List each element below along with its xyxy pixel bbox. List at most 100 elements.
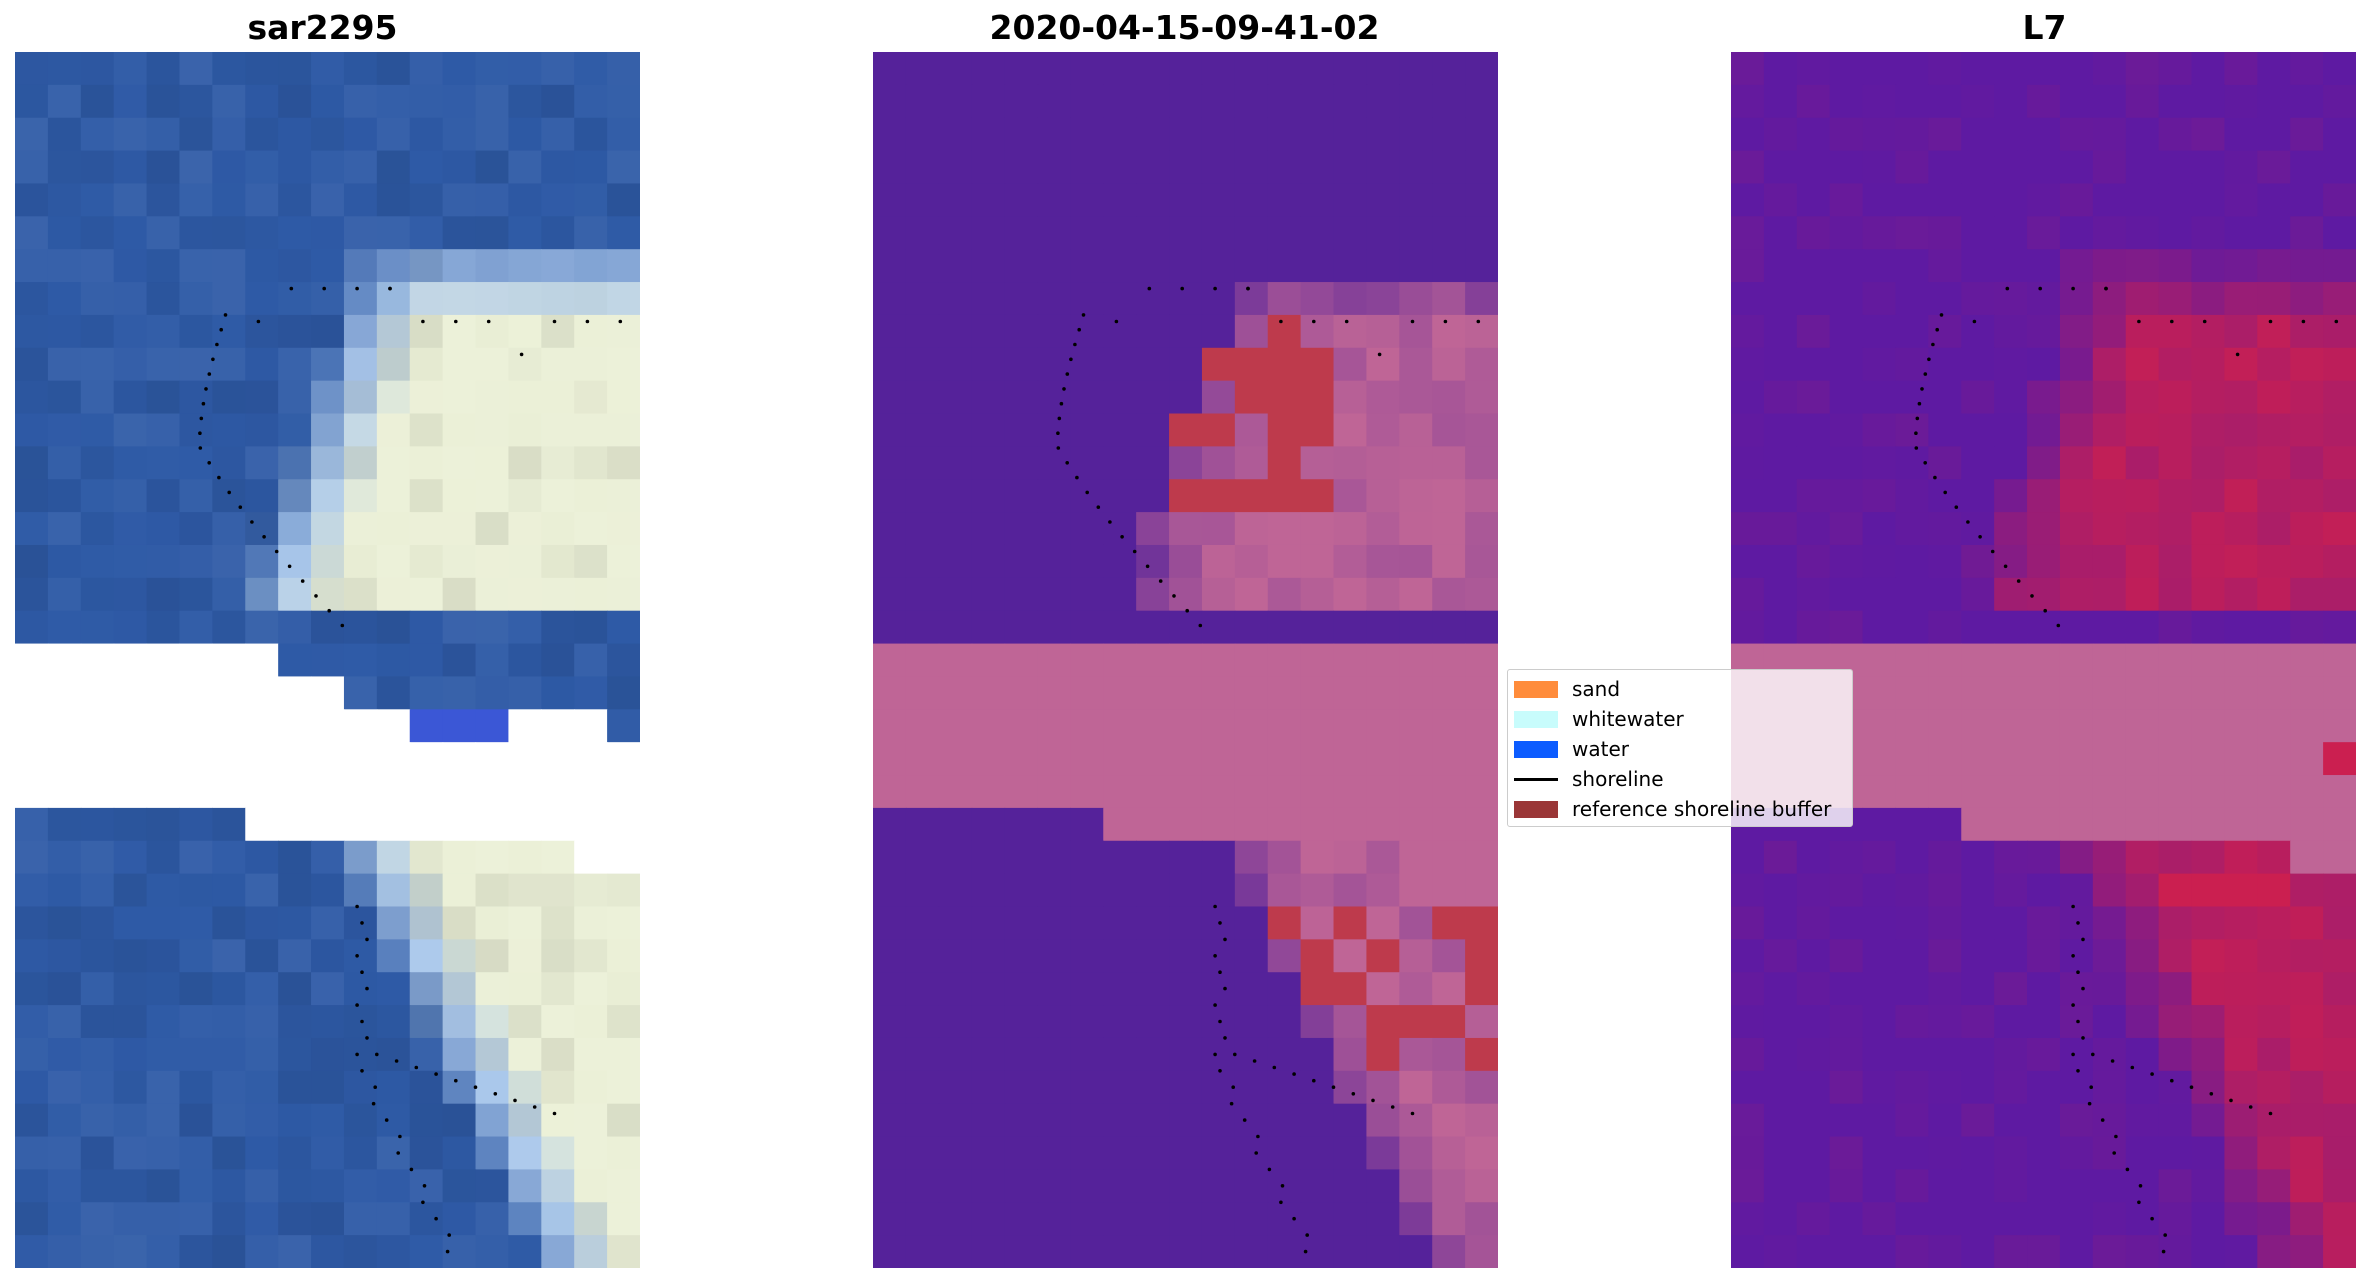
pixel-cell (2125, 577, 2160, 612)
pixel-cell (1070, 314, 1104, 349)
pixel-cell (343, 807, 378, 842)
pixel-cell (971, 775, 1006, 809)
shoreline-point (486, 319, 491, 324)
shoreline-point (1223, 937, 1227, 942)
pixel-cell (971, 512, 1006, 546)
pixel-cell (1300, 1070, 1335, 1105)
pixel-cell (376, 742, 411, 776)
shoreline-point (1218, 1069, 1222, 1073)
shoreline-point (1057, 416, 1062, 421)
pixel-cell (1201, 1202, 1236, 1236)
pixel-cell (1366, 347, 1400, 382)
pixel-cell (1366, 906, 1400, 940)
pixel-cell (1333, 479, 1368, 513)
pixel-cell (1004, 479, 1039, 513)
pixel-cell (2092, 643, 2127, 678)
pixel-cell (873, 1136, 907, 1170)
pixel-cell (1333, 282, 1368, 316)
pixel-cell (2191, 282, 2226, 316)
pixel-cell (2257, 282, 2291, 316)
pixel-cell (1928, 1037, 1962, 1072)
pixel-cell (409, 643, 444, 678)
pixel-cell (2092, 1037, 2127, 1072)
pixel-cell (2323, 742, 2356, 776)
shoreline-point (365, 986, 369, 991)
pixel-cell (212, 117, 246, 152)
pixel-cell (376, 183, 411, 217)
pixel-cell (47, 150, 82, 185)
pixel-cell (113, 1070, 148, 1105)
shoreline-point (2130, 1065, 2135, 1070)
shoreline-point (355, 1003, 359, 1007)
pixel-cell (80, 150, 115, 185)
pixel-cell (80, 1070, 115, 1105)
pixel-cell (146, 840, 181, 875)
pixel-cell (245, 282, 279, 316)
pixel-cell (2027, 446, 2061, 480)
pixel-cell (475, 150, 510, 185)
shoreline-point (513, 1098, 517, 1103)
pixel-cell (15, 282, 49, 316)
shoreline-point (1410, 319, 1415, 324)
pixel-cell (1201, 413, 1236, 447)
pixel-cell (1234, 117, 1269, 152)
pixel-cell (278, 512, 312, 546)
pixel-cell (47, 1235, 82, 1268)
pixel-cell (1465, 84, 1498, 119)
pixel-cell (971, 709, 1006, 743)
pixel-cell (1465, 413, 1498, 447)
pixel-cell (442, 1103, 477, 1138)
pixel-cell (1201, 512, 1236, 546)
pixel-cell (873, 1235, 907, 1268)
pixel-cell (1037, 52, 1071, 86)
pixel-cell (541, 1169, 575, 1203)
pixel-cell (2092, 347, 2127, 382)
pixel-cell (15, 1202, 49, 1236)
pixel-cell (938, 282, 973, 316)
pixel-cell (343, 643, 378, 678)
pixel-cell (245, 150, 279, 185)
shoreline-point (1213, 904, 1217, 909)
pixel-cell (2158, 873, 2193, 908)
pixel-cell (376, 1136, 411, 1170)
pixel-cell (1994, 1070, 2028, 1105)
ndwi-image-panel (1731, 52, 2356, 1268)
pixel-cell (409, 1103, 444, 1138)
pixel-cell (2125, 380, 2160, 415)
pixel-cell (146, 775, 181, 809)
pixel-cell (113, 150, 148, 185)
pixel-cell (1103, 544, 1137, 579)
pixel-cell (1731, 840, 1765, 875)
pixel-cell (2224, 1070, 2258, 1105)
pixel-cell (1103, 1005, 1137, 1039)
pixel-cell (1432, 512, 1466, 546)
pixel-cell (1465, 676, 1498, 710)
pixel-cell (47, 544, 82, 579)
pixel-cell (2059, 512, 2094, 546)
pixel-cell (1399, 972, 1433, 1006)
pixel-cell (607, 446, 640, 480)
pixel-cell (1333, 676, 1368, 710)
pixel-cell (1300, 446, 1335, 480)
pixel-cell (311, 216, 345, 250)
pixel-cell (2224, 577, 2258, 612)
pixel-cell (1070, 840, 1104, 875)
pixel-cell (2092, 1235, 2127, 1268)
pixel-cell (179, 1235, 213, 1268)
pixel-cell (508, 972, 542, 1006)
pixel-cell (2125, 840, 2160, 875)
pixel-cell (2125, 1103, 2160, 1138)
pixel-cell (607, 610, 640, 645)
pixel-cell (1333, 1005, 1368, 1039)
pixel-cell (1994, 840, 2028, 875)
pixel-cell (1136, 512, 1170, 546)
pixel-cell (1796, 1103, 1831, 1138)
pixel-cell (2125, 1070, 2160, 1105)
pixel-cell (80, 282, 115, 316)
pixel-cell (409, 117, 444, 152)
pixel-cell (409, 52, 444, 86)
pixel-cell (905, 84, 940, 119)
shoreline-point (447, 1233, 452, 1237)
pixel-cell (1004, 1070, 1039, 1105)
pixel-cell (1136, 216, 1170, 250)
